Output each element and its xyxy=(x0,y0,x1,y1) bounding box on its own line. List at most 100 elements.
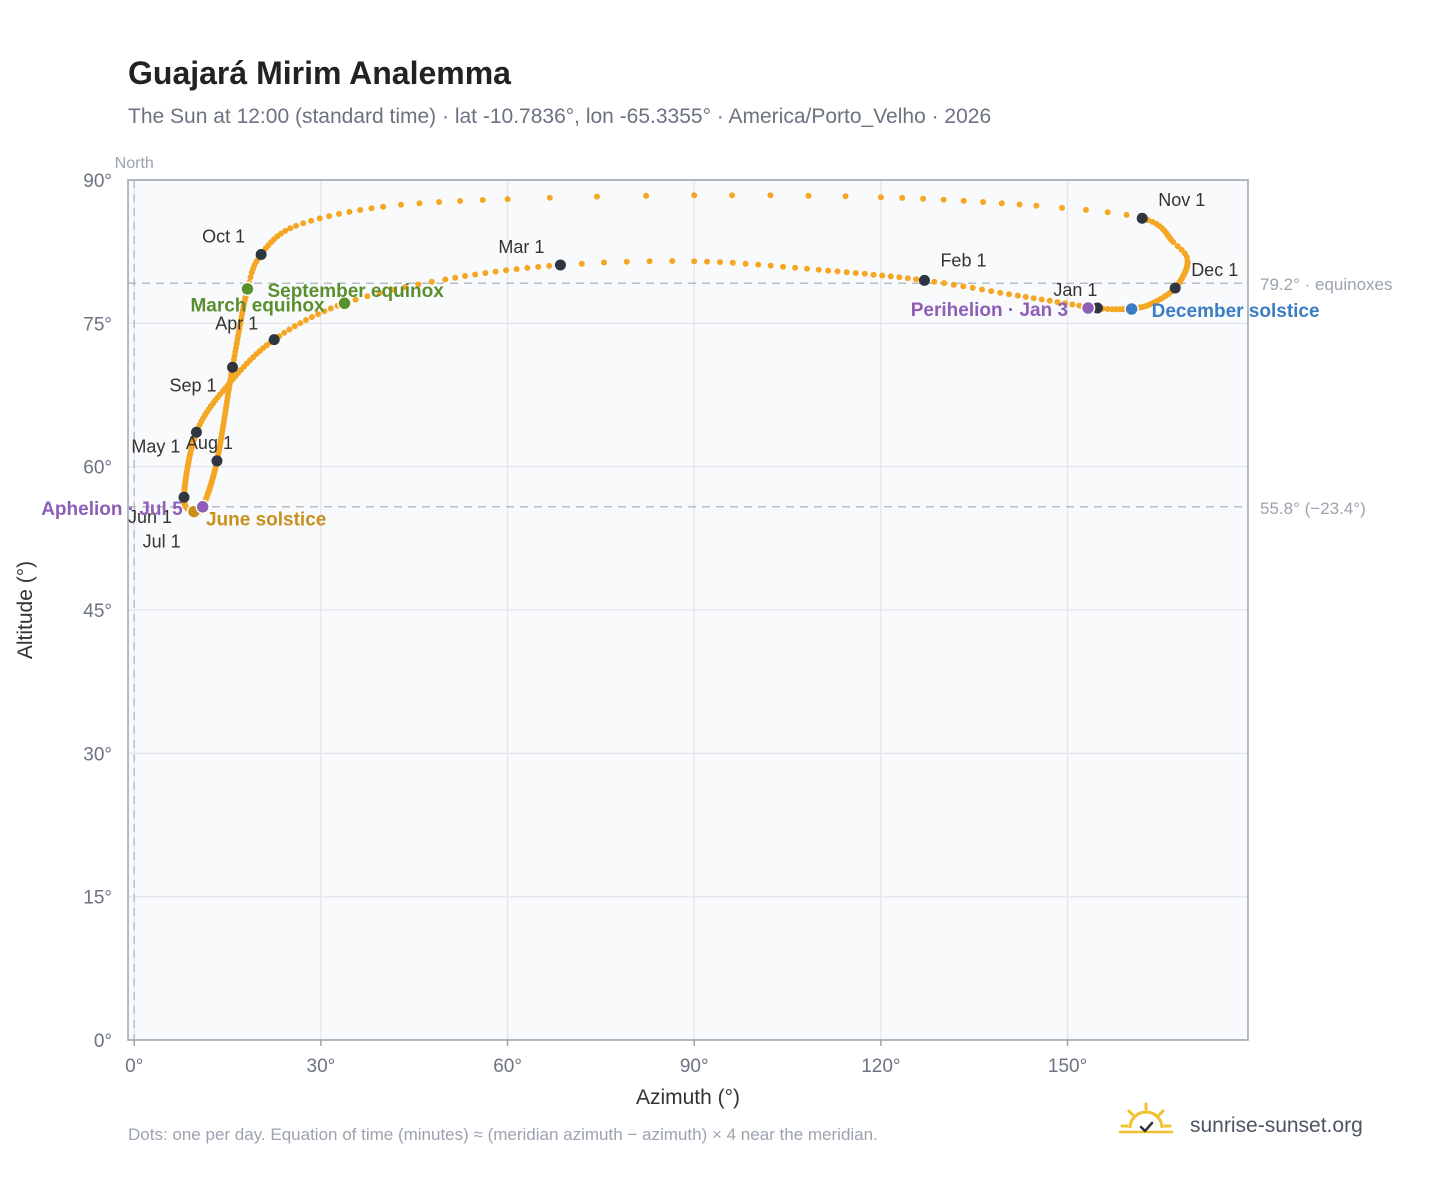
y-axis-label: Altitude (°) xyxy=(14,561,37,659)
x-tick-label: 30° xyxy=(307,1056,336,1077)
month-marker xyxy=(268,334,280,346)
daily-sun-dot xyxy=(282,227,289,234)
daily-sun-dot xyxy=(281,329,288,336)
y-tick-label: 90° xyxy=(83,171,112,192)
month-label: Jun 1 xyxy=(128,507,172,527)
daily-sun-dot xyxy=(767,262,774,269)
daily-sun-dot xyxy=(326,213,333,220)
daily-sun-dot xyxy=(780,263,786,270)
chart-title: Guajará Mirim Analemma xyxy=(128,55,511,91)
event-label: September equinox xyxy=(267,281,444,302)
daily-sun-dot xyxy=(368,205,375,212)
daily-sun-dot xyxy=(804,265,810,272)
daily-sun-dot xyxy=(950,281,957,288)
month-label: Oct 1 xyxy=(202,227,245,247)
daily-sun-dot xyxy=(815,266,822,273)
daily-sun-dot xyxy=(904,275,911,282)
daily-sun-dot xyxy=(346,208,353,215)
daily-sun-dot xyxy=(291,323,298,330)
daily-sun-dot xyxy=(287,225,294,232)
daily-sun-dot xyxy=(755,261,762,268)
month-marker xyxy=(211,455,223,467)
daily-sun-dot xyxy=(1014,292,1021,299)
sun-icon xyxy=(1118,1102,1174,1134)
daily-sun-dot xyxy=(336,210,342,217)
daily-sun-dot xyxy=(1046,297,1053,304)
daily-sun-dot xyxy=(402,284,409,291)
daily-sun-dot xyxy=(513,266,520,273)
event-label: December solstice xyxy=(1152,301,1320,322)
daily-sun-dot xyxy=(398,201,404,208)
daily-sun-dot xyxy=(1038,296,1045,303)
daily-sun-dot xyxy=(704,258,711,265)
daily-sun-dot xyxy=(1069,301,1076,308)
month-label: Nov 1 xyxy=(1158,190,1205,210)
daily-sun-dot xyxy=(825,267,832,274)
daily-sun-dot xyxy=(1022,293,1029,300)
daily-sun-dot xyxy=(416,200,423,207)
daily-sun-dot xyxy=(805,192,812,199)
daily-sun-dot xyxy=(247,274,254,281)
daily-sun-dot xyxy=(546,262,553,269)
daily-sun-dot xyxy=(546,194,553,201)
daily-sun-dot xyxy=(1123,211,1130,218)
daily-sun-dot xyxy=(293,222,299,229)
month-marker xyxy=(227,361,239,373)
daily-sun-dot xyxy=(1174,243,1181,250)
footnote: Dots: one per day. Equation of time (min… xyxy=(128,1125,878,1144)
daily-sun-dot xyxy=(931,278,938,285)
daily-sun-dot xyxy=(594,193,600,200)
daily-sun-dot xyxy=(364,293,371,300)
y-tick-label: 60° xyxy=(83,458,112,479)
daily-sun-dot xyxy=(691,192,698,199)
month-marker xyxy=(554,259,566,271)
reference-line-label: 55.8° (−23.4°) xyxy=(1260,499,1366,518)
event-marker xyxy=(1080,300,1096,316)
daily-sun-dot xyxy=(877,194,884,201)
daily-sun-dot xyxy=(1076,302,1083,309)
daily-sun-dot xyxy=(436,199,443,205)
daily-sun-dot xyxy=(389,286,396,293)
daily-sun-dot xyxy=(646,258,653,265)
daily-sun-dot xyxy=(578,260,585,267)
daily-sun-dot xyxy=(643,192,650,199)
daily-sun-dot xyxy=(842,193,849,200)
daily-sun-dot xyxy=(729,259,736,266)
daily-sun-dot xyxy=(969,284,976,291)
daily-sun-dot xyxy=(1054,299,1061,306)
daily-sun-dot xyxy=(988,288,995,295)
daily-sun-dot xyxy=(834,268,841,275)
daily-sun-dot xyxy=(286,326,293,333)
x-tick-label: 120° xyxy=(861,1056,900,1077)
plot-frame xyxy=(127,179,1249,1041)
daily-sun-dot xyxy=(380,203,387,210)
daily-sun-dot xyxy=(308,217,315,224)
daily-sun-dot xyxy=(861,270,868,277)
grid-lines xyxy=(128,179,1248,1041)
chart-subtitle: The Sun at 12:00 (standard time) · lat -… xyxy=(128,105,991,128)
daily-sun-dot xyxy=(717,259,723,266)
daily-sun-dot xyxy=(920,195,927,202)
daily-sun-dot xyxy=(1104,306,1111,312)
event-marker xyxy=(240,281,255,297)
daily-sun-dot xyxy=(623,258,630,265)
month-marker xyxy=(255,249,267,261)
daily-sun-dot xyxy=(428,278,435,285)
meridian-line: North xyxy=(115,155,154,1040)
daily-sun-dot xyxy=(492,268,499,275)
daily-sun-dot xyxy=(503,267,510,274)
month-label: May 1 xyxy=(131,436,180,456)
daily-sun-dot xyxy=(315,311,321,318)
month-label: Sep 1 xyxy=(169,375,216,395)
month-label: Jan 1 xyxy=(1053,280,1097,300)
daily-sun-dot xyxy=(941,280,948,287)
daily-sun-dot xyxy=(1082,206,1089,213)
month-label: Aug 1 xyxy=(186,433,233,453)
daily-sun-dot xyxy=(316,215,323,222)
y-tick-label: 0° xyxy=(94,1031,112,1052)
daily-sun-dot xyxy=(376,290,383,296)
x-tick-label: 0° xyxy=(125,1056,143,1077)
daily-sun-dot xyxy=(960,283,967,290)
daily-sun-dot xyxy=(479,197,486,203)
